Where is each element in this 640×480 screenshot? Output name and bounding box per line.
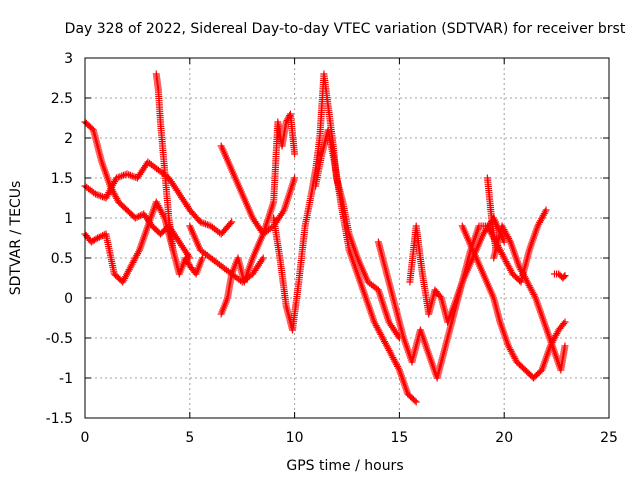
y-tick-label: 0 [64,291,73,307]
y-tick-label: -1.5 [46,411,73,427]
series-markers [217,110,299,318]
x-tick-label: 0 [81,430,90,446]
y-tick-label: 0.5 [51,251,73,267]
series-path-markers [490,222,569,374]
y-tick-label: 1.5 [51,171,73,187]
series-markers [551,270,569,282]
x-axis-label: GPS time / hours [286,458,403,474]
y-tick-labels: -1.5 -1 -0.5 0 0.5 1 1.5 2 2.5 3 [46,51,73,427]
series-markers [152,70,206,278]
y-tick-label: 2.5 [51,91,73,107]
series-path-markers [312,126,420,406]
series-markers [186,222,267,286]
y-tick-label: 2 [64,131,73,147]
y-tick-label: 1 [64,211,73,227]
x-tick-label: 20 [495,430,513,446]
x-tick-label: 25 [600,430,618,446]
series-markers [406,206,550,326]
x-tick-label: 10 [286,430,304,446]
series-markers [490,222,569,374]
x-tick-label: 15 [390,430,408,446]
y-tick-label: 3 [64,51,73,67]
y-tick-label: -0.5 [46,331,73,347]
grid-lines [85,58,609,418]
y-tick-label: -1 [59,371,73,387]
x-tick-labels: 0 5 10 15 20 25 [81,430,618,446]
y-axis-label: SDTVAR / TECUs [8,181,24,296]
data-markers [81,70,569,406]
plot-frame [84,57,610,419]
series-markers [483,174,500,254]
series-path-markers [217,110,299,318]
series-path-markers [551,270,569,282]
series-path-markers [186,222,267,286]
series-path-markers [483,174,500,254]
chart-title: Day 328 of 2022, Sidereal Day-to-day VTE… [65,21,626,37]
series-path-markers [152,70,206,278]
series-path-markers [406,206,550,326]
x-tick-label: 5 [185,430,194,446]
series-markers [312,126,420,406]
